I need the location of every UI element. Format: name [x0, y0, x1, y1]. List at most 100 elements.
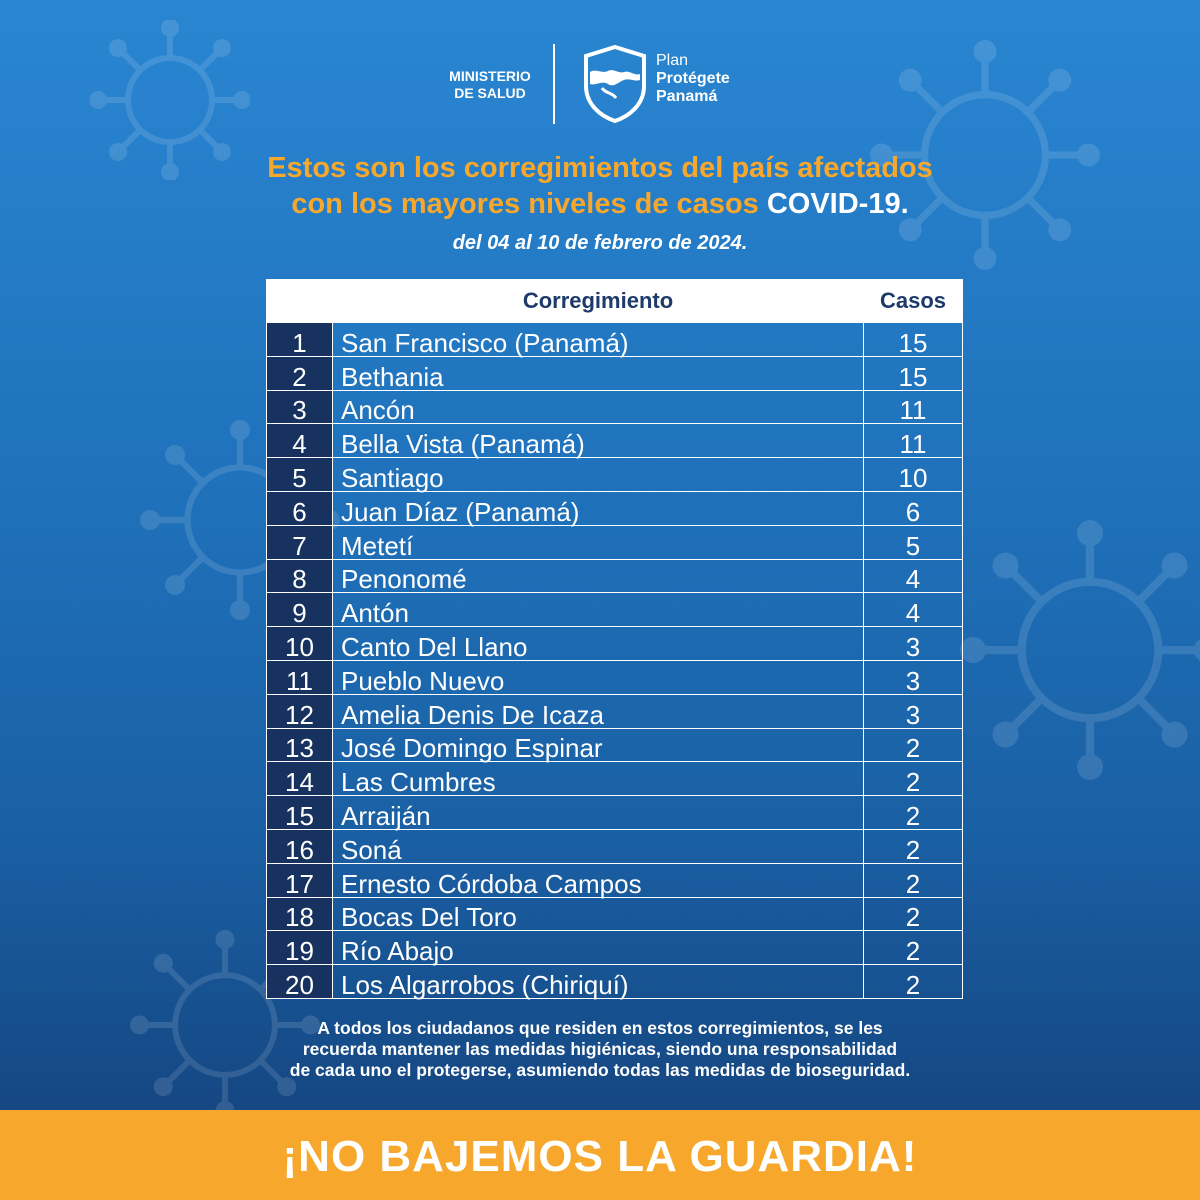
row-number: 4 — [266, 423, 333, 459]
note-line3: de cada uno el protegerse, asumiendo tod… — [289, 1060, 911, 1080]
row-number: 5 — [266, 457, 333, 492]
row-number: 7 — [266, 524, 333, 560]
table-row: 13 José Domingo Espinar 2 — [266, 727, 963, 763]
header: MINISTERIO DE SALUD Plan Protégete Panam… — [0, 38, 1200, 128]
table-row: 19 Río Abajo 2 — [266, 930, 963, 966]
virus-decoration-icon — [960, 520, 1200, 780]
row-number: 17 — [266, 862, 333, 898]
title-line1: Estos son los corregimientos del país af… — [267, 152, 933, 184]
row-cases: 2 — [863, 828, 963, 864]
row-corregimiento: José Domingo Espinar — [332, 727, 864, 763]
row-corregimiento: Bella Vista (Panamá) — [332, 423, 864, 459]
row-corregimiento: Arraiján — [332, 795, 864, 830]
row-cases: 2 — [863, 862, 963, 898]
virus-decoration-icon — [870, 40, 1100, 270]
cases-table: Corregimiento Casos 1 San Francisco (Pana… — [266, 279, 963, 999]
row-cases: 3 — [863, 693, 963, 729]
table-row: 6 Juan Díaz (Panamá) 6 — [266, 490, 963, 526]
row-corregimiento: Pueblo Nuevo — [332, 659, 864, 695]
ministerio-logo: MINISTERIO DE SALUD — [440, 68, 540, 102]
row-cases: 2 — [863, 761, 963, 797]
table-row: 15 Arraiján 2 — [266, 795, 963, 830]
row-cases: 2 — [863, 896, 963, 932]
title-line2-prefix: con los mayores niveles de casos — [291, 188, 767, 220]
table-header-row: Corregimiento Casos — [266, 279, 963, 323]
table-row: 18 Bocas Del Toro 2 — [266, 896, 963, 932]
header-number — [266, 279, 333, 323]
row-number: 11 — [266, 659, 333, 695]
row-cases: 2 — [863, 964, 963, 999]
row-corregimiento: Bethania — [332, 355, 864, 391]
row-cases: 6 — [863, 490, 963, 526]
row-corregimiento: Santiago — [332, 457, 864, 492]
row-number: 18 — [266, 896, 333, 932]
row-cases: 15 — [863, 322, 963, 357]
plan-line2: Protégete — [656, 70, 730, 87]
row-corregimiento: Canto Del Llano — [332, 626, 864, 661]
row-corregimiento: Río Abajo — [332, 930, 864, 966]
header-casos: Casos — [863, 279, 963, 323]
row-number: 6 — [266, 490, 333, 526]
row-cases: 10 — [863, 457, 963, 492]
ministerio-line2: DE SALUD — [454, 85, 526, 101]
row-cases: 2 — [863, 727, 963, 763]
row-corregimiento: Las Cumbres — [332, 761, 864, 797]
row-corregimiento: Juan Díaz (Panamá) — [332, 490, 864, 526]
row-number: 9 — [266, 592, 333, 628]
row-corregimiento: Los Algarrobos (Chiriquí) — [332, 964, 864, 999]
table-row: 20 Los Algarrobos (Chiriquí) 2 — [266, 964, 963, 999]
row-number: 15 — [266, 795, 333, 830]
plan-line3: Panamá — [656, 88, 718, 105]
row-number: 19 — [266, 930, 333, 966]
ministerio-line1: MINISTERIO — [449, 68, 531, 84]
table-row: 3 Ancón 11 — [266, 389, 963, 425]
table-row: 5 Santiago 10 — [266, 457, 963, 492]
header-divider — [553, 44, 555, 124]
table-row: 1 San Francisco (Panamá) 15 — [266, 322, 963, 357]
row-corregimiento: Ernesto Córdoba Campos — [332, 862, 864, 898]
row-corregimiento: Penonomé — [332, 558, 864, 594]
plan-protegete-logo-text: Plan Protégete Panamá — [656, 52, 730, 106]
table-row: 16 Soná 2 — [266, 828, 963, 864]
row-cases: 2 — [863, 795, 963, 830]
row-cases: 2 — [863, 930, 963, 966]
footer-banner: ¡NO BAJEMOS LA GUARDIA! — [0, 1110, 1200, 1200]
table-row: 8 Penonomé 4 — [266, 558, 963, 594]
row-cases: 15 — [863, 355, 963, 391]
row-corregimiento: Amelia Denis De Icaza — [332, 693, 864, 729]
row-corregimiento: Bocas Del Toro — [332, 896, 864, 932]
table-row: 17 Ernesto Córdoba Campos 2 — [266, 862, 963, 898]
date-range-subtitle: del 04 al 10 de febrero de 2024. — [452, 232, 748, 254]
banner-text: ¡NO BAJEMOS LA GUARDIA! — [282, 1132, 918, 1181]
title-line2: con los mayores niveles de casos COVID-1… — [100, 186, 1100, 222]
row-cases: 4 — [863, 558, 963, 594]
table-row: 9 Antón 4 — [266, 592, 963, 628]
row-cases: 3 — [863, 626, 963, 661]
biosecurity-note: A todos los ciudadanos que residen en es… — [210, 1018, 990, 1081]
row-corregimiento: Soná — [332, 828, 864, 864]
row-number: 10 — [266, 626, 333, 661]
table-row: 2 Bethania 15 — [266, 355, 963, 391]
table-row: 11 Pueblo Nuevo 3 — [266, 659, 963, 695]
table-row: 4 Bella Vista (Panamá) 11 — [266, 423, 963, 459]
row-number: 2 — [266, 355, 333, 391]
table-row: 7 Metetí 5 — [266, 524, 963, 560]
row-number: 13 — [266, 727, 333, 763]
row-cases: 3 — [863, 659, 963, 695]
row-number: 16 — [266, 828, 333, 864]
row-cases: 11 — [863, 389, 963, 425]
row-cases: 11 — [863, 423, 963, 459]
title-highlight: COVID-19. — [766, 188, 909, 220]
row-corregimiento: Metetí — [332, 524, 864, 560]
row-cases: 4 — [863, 592, 963, 628]
row-cases: 5 — [863, 524, 963, 560]
shield-panama-map-icon — [584, 44, 646, 124]
row-corregimiento: Ancón — [332, 389, 864, 425]
row-number: 1 — [266, 322, 333, 357]
table-row: 12 Amelia Denis De Icaza 3 — [266, 693, 963, 729]
row-number: 20 — [266, 964, 333, 999]
note-line1: A todos los ciudadanos que residen en es… — [317, 1018, 883, 1038]
plan-line1: Plan — [656, 52, 689, 69]
header-corregimiento: Corregimiento — [332, 279, 864, 323]
table-row: 10 Canto Del Llano 3 — [266, 626, 963, 661]
